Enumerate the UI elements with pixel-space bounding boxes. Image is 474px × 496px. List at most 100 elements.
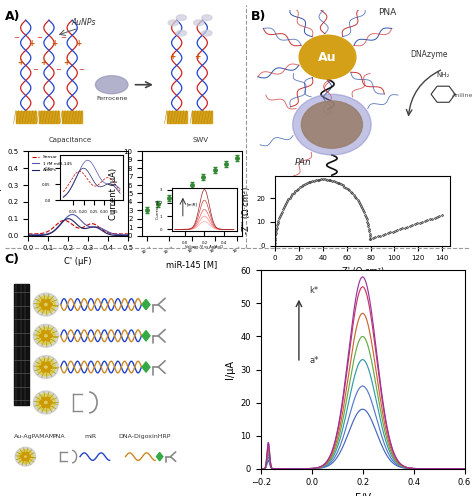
Circle shape: [33, 324, 58, 347]
Text: DNAzyme: DNAzyme: [410, 50, 447, 59]
Circle shape: [301, 101, 363, 148]
Circle shape: [176, 30, 186, 36]
Line: Sensor: Sensor: [28, 220, 128, 234]
Circle shape: [36, 327, 55, 344]
1 fM miR-145: [85, 223, 91, 229]
Bar: [192, 111, 212, 124]
Text: +: +: [75, 39, 81, 48]
Text: +: +: [17, 59, 23, 67]
Circle shape: [36, 296, 55, 313]
Sensor: [85, 222, 91, 228]
AuNPs: [87, 225, 92, 231]
Legend: Sensor, 1 fM miR-145, AuNPs: Sensor, 1 fM miR-145, AuNPs: [31, 153, 73, 174]
Circle shape: [36, 359, 55, 375]
Circle shape: [40, 303, 44, 306]
Text: A): A): [5, 10, 20, 23]
Text: SWV: SWV: [193, 137, 209, 143]
Bar: [16, 111, 36, 124]
1 fM miR-145: [70, 211, 75, 217]
Text: NH₂: NH₂: [437, 72, 450, 78]
Text: AuNPs: AuNPs: [72, 18, 96, 27]
Text: +: +: [40, 59, 46, 67]
Circle shape: [27, 455, 30, 458]
Circle shape: [15, 447, 36, 466]
Text: DNA-DigoxinHRP: DNA-DigoxinHRP: [118, 434, 171, 439]
Circle shape: [46, 338, 50, 341]
Bar: [39, 111, 59, 124]
Circle shape: [33, 356, 58, 378]
Text: Au: Au: [318, 51, 337, 63]
Sensor: [125, 231, 131, 237]
Polygon shape: [142, 331, 150, 341]
Circle shape: [168, 20, 178, 26]
AuNPs: [110, 232, 116, 238]
Text: +: +: [63, 59, 70, 67]
Text: −: −: [37, 35, 43, 41]
Circle shape: [42, 369, 46, 372]
AuNPs: [26, 233, 32, 239]
1 fM miR-145: [26, 232, 32, 238]
Circle shape: [46, 397, 50, 401]
X-axis label: E/V: E/V: [355, 493, 371, 496]
Bar: [62, 111, 82, 124]
Circle shape: [42, 404, 46, 408]
Circle shape: [42, 338, 46, 341]
Circle shape: [40, 366, 44, 369]
Text: +: +: [194, 52, 201, 61]
Text: PNA: PNA: [378, 8, 396, 17]
Circle shape: [46, 369, 50, 372]
Circle shape: [48, 303, 52, 306]
AuNPs: [65, 216, 71, 222]
Line: AuNPs: AuNPs: [28, 219, 128, 236]
Sensor: [85, 222, 91, 228]
1 fM miR-145: [87, 224, 92, 230]
Y-axis label: Current (μA): Current (μA): [109, 167, 118, 220]
1 fM miR-145: [26, 232, 31, 238]
Circle shape: [95, 76, 128, 94]
Circle shape: [46, 300, 50, 303]
Circle shape: [48, 334, 52, 337]
Circle shape: [194, 20, 204, 26]
Circle shape: [46, 307, 50, 310]
Text: −: −: [55, 67, 61, 73]
Sensor: [87, 221, 92, 227]
Circle shape: [18, 449, 33, 464]
Polygon shape: [156, 452, 163, 461]
Text: Aniline: Aniline: [452, 93, 473, 98]
X-axis label: miR-145 [M]: miR-145 [M]: [166, 260, 218, 269]
Text: k*: k*: [309, 287, 318, 296]
Text: −: −: [79, 67, 84, 73]
AuNPs: [85, 225, 91, 231]
Circle shape: [176, 15, 186, 20]
1 fM miR-145: [116, 232, 122, 238]
1 fM miR-145: [110, 231, 116, 237]
Polygon shape: [142, 362, 150, 372]
1 fM miR-145: [125, 232, 131, 238]
Circle shape: [33, 293, 58, 316]
Circle shape: [36, 394, 55, 411]
Text: B): B): [251, 10, 266, 23]
AuNPs: [116, 233, 122, 239]
Circle shape: [42, 397, 46, 401]
Circle shape: [202, 30, 212, 36]
Circle shape: [42, 331, 46, 334]
Circle shape: [20, 455, 23, 458]
Text: +: +: [52, 39, 58, 48]
AuNPs: [85, 225, 91, 231]
Circle shape: [40, 401, 44, 404]
Circle shape: [46, 404, 50, 408]
X-axis label: Z' (Ω·cm²): Z' (Ω·cm²): [342, 267, 383, 276]
AuNPs: [26, 233, 31, 239]
Circle shape: [40, 334, 44, 337]
Circle shape: [22, 458, 25, 461]
Text: Capacitance: Capacitance: [49, 137, 92, 143]
X-axis label: C' (μF): C' (μF): [64, 257, 92, 266]
Y-axis label: -Z'' (Ω·cm²): -Z'' (Ω·cm²): [242, 187, 251, 235]
Sensor: [110, 231, 116, 237]
Circle shape: [48, 366, 52, 369]
Circle shape: [46, 331, 50, 334]
Circle shape: [48, 401, 52, 404]
Bar: [14, 284, 29, 405]
Sensor: [116, 231, 122, 237]
Circle shape: [42, 362, 46, 365]
